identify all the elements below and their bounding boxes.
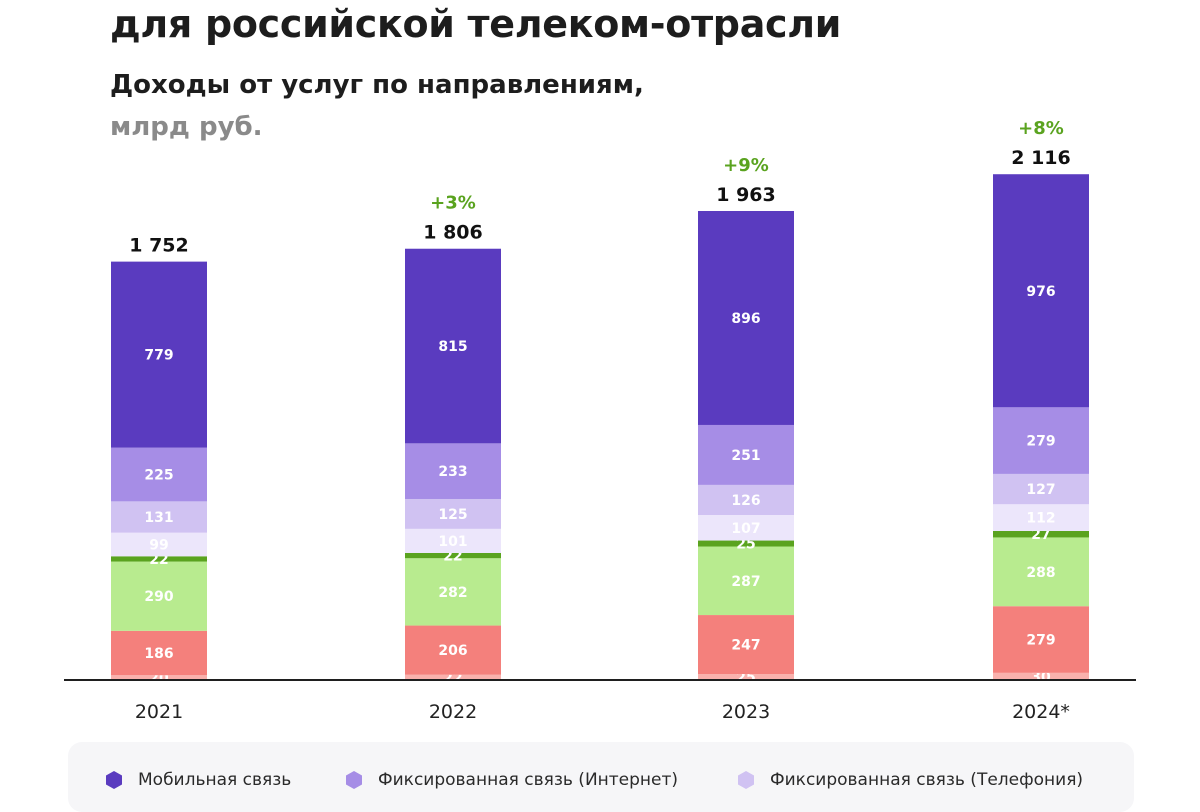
bar-segment xyxy=(993,537,1089,607)
chart-unit: млрд руб. xyxy=(110,112,263,142)
bar-segment xyxy=(698,424,794,485)
bar-segment xyxy=(993,606,1089,673)
bar-segment xyxy=(993,530,1089,538)
chart-title: для российской телеком-отрасли xyxy=(110,2,842,46)
bar-segment xyxy=(111,261,207,448)
bar-segment xyxy=(993,672,1089,680)
segment-value-label: 99 xyxy=(149,537,168,553)
segment-value-label: 896 xyxy=(731,311,760,327)
bar-segment xyxy=(111,501,207,533)
segment-value-label: 233 xyxy=(438,464,467,480)
bar-segment xyxy=(111,447,207,502)
segment-value-label: 247 xyxy=(731,638,760,654)
bar-segment xyxy=(405,528,501,553)
bar-segment xyxy=(111,561,207,631)
chart-legend: Мобильная связь Фиксированная связь (Инт… xyxy=(68,742,1134,812)
legend-item-fixed-telephony: Фиксированная связь (Телефония) xyxy=(736,770,1083,790)
bar-segment xyxy=(111,630,207,676)
bar-segment xyxy=(993,407,1089,474)
segment-value-label: 186 xyxy=(144,646,173,662)
segment-value-label: 251 xyxy=(731,448,760,464)
bar-segment xyxy=(993,504,1089,531)
bar-segment xyxy=(405,248,501,444)
bar-segment xyxy=(405,498,501,529)
segment-value-label: 27 xyxy=(1031,527,1050,543)
x-tick-label: 2023 xyxy=(722,701,770,723)
bar-segment xyxy=(111,532,207,557)
segment-value-label: 125 xyxy=(438,507,467,523)
bar-segment xyxy=(698,615,794,675)
segment-value-label: 127 xyxy=(1026,482,1055,498)
segment-value-label: 279 xyxy=(1026,434,1055,450)
bar-segment xyxy=(405,443,501,499)
total-label: 1 963 xyxy=(716,184,776,206)
bar-segment xyxy=(405,558,501,626)
growth-label: +8% xyxy=(1018,118,1064,139)
bar-segment xyxy=(993,473,1089,505)
segment-value-label: 288 xyxy=(1026,565,1055,581)
legend-hexagon-icon xyxy=(346,771,362,789)
legend-item-mobile: Мобильная связь xyxy=(104,770,291,790)
bar-segment xyxy=(698,514,794,541)
bar-segment xyxy=(698,484,794,515)
bar-segment xyxy=(698,210,794,425)
legend-label: Фиксированная связь (Интернет) xyxy=(378,770,679,790)
total-label: 2 116 xyxy=(1011,147,1071,169)
segment-value-label: 112 xyxy=(1026,511,1055,527)
segment-value-label: 131 xyxy=(144,510,173,526)
segment-value-label: 30 xyxy=(1031,669,1051,685)
x-tick-label: 2022 xyxy=(429,701,477,723)
x-tick-label: 2021 xyxy=(135,701,183,723)
x-tick-label: 2024* xyxy=(1012,701,1070,723)
growth-label: +3% xyxy=(430,193,476,214)
total-label: 1 752 xyxy=(129,235,189,257)
legend-label: Фиксированная связь (Телефония) xyxy=(770,770,1084,790)
bar-segment xyxy=(698,546,794,616)
segment-value-label: 290 xyxy=(144,589,173,605)
bar-segment xyxy=(698,540,794,547)
segment-value-label: 815 xyxy=(438,339,467,355)
segment-value-label: 101 xyxy=(438,534,467,550)
total-label: 1 806 xyxy=(423,222,483,244)
segment-value-label: 779 xyxy=(144,348,173,364)
bar-segment xyxy=(111,675,207,680)
chart-subtitle: Доходы от услуг по направлениям, xyxy=(110,70,644,100)
segment-value-label: 206 xyxy=(438,643,467,659)
bar-segment xyxy=(111,556,207,562)
segment-value-label: 107 xyxy=(731,521,760,537)
legend-hexagon-icon xyxy=(738,771,754,789)
growth-label: +9% xyxy=(723,155,769,176)
bar-segment xyxy=(698,674,794,680)
legend-item-fixed-internet: Фиксированная связь (Интернет) xyxy=(344,770,678,790)
bar-segment xyxy=(993,174,1089,408)
legend-label: Мобильная связь xyxy=(138,770,292,790)
bar-segment xyxy=(405,674,501,680)
legend-hexagon-icon xyxy=(106,771,122,789)
bar-segment xyxy=(405,625,501,675)
segment-value-label: 282 xyxy=(438,585,467,601)
segment-value-label: 225 xyxy=(144,468,173,484)
segment-value-label: 279 xyxy=(1026,633,1055,649)
segment-value-label: 126 xyxy=(731,493,760,509)
segment-value-label: 976 xyxy=(1026,284,1055,300)
bar-segment xyxy=(405,552,501,559)
segment-value-label: 287 xyxy=(731,574,760,590)
